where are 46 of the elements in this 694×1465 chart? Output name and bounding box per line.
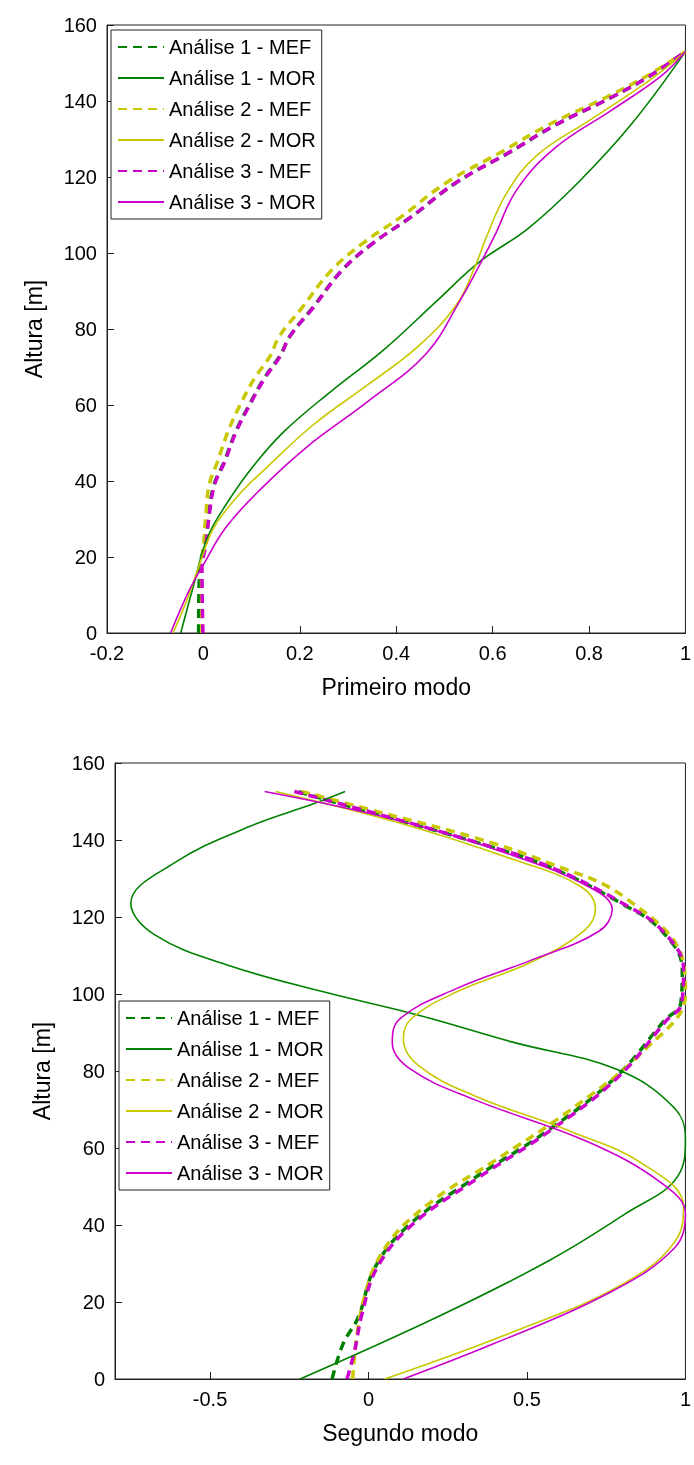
y-tick-label: 60 xyxy=(82,1137,105,1159)
x-tick-label: -0.2 xyxy=(89,642,125,664)
legend-label: Análise 2 - MEF xyxy=(169,98,312,120)
y-tick-label: 80 xyxy=(74,318,97,340)
y-tick-label: 140 xyxy=(71,829,105,851)
y-tick-label: 20 xyxy=(82,1291,105,1313)
y-tick-label: 0 xyxy=(85,622,97,644)
y-tick-label: 160 xyxy=(71,752,105,774)
x-tick-label: 0.8 xyxy=(575,642,603,664)
legend-label: Análise 3 - MEF xyxy=(169,160,312,182)
legend-label: Análise 3 - MEF xyxy=(177,1131,320,1153)
y-tick-label: 140 xyxy=(63,90,97,112)
legend-label: Análise 2 - MEF xyxy=(177,1069,320,1091)
x-tick-label: 0.4 xyxy=(382,642,411,664)
y-tick-label: 160 xyxy=(63,14,97,36)
y-tick-label: 100 xyxy=(63,242,97,264)
x-tick-label: 0 xyxy=(362,1388,375,1410)
y-tick-label: 120 xyxy=(63,166,97,188)
x-tick-label: 0 xyxy=(197,642,209,664)
x-tick-label: 1 xyxy=(679,1388,691,1410)
x-tick-label: 0.5 xyxy=(513,1388,541,1410)
y-tick-label: 80 xyxy=(82,1060,105,1082)
legend-label: Análise 1 - MOR xyxy=(177,1038,324,1060)
x-tick-label: 0.2 xyxy=(285,642,314,664)
legend-label: Análise 1 - MEF xyxy=(169,36,312,58)
legend-label: Análise 2 - MOR xyxy=(177,1100,324,1122)
y-axis-title: Altura [m] xyxy=(20,279,47,379)
y-tick-label: 120 xyxy=(71,906,105,928)
x-axis-title: Segundo modo xyxy=(322,1419,479,1446)
x-tick-label: 1 xyxy=(679,642,691,664)
y-axis-title: Altura [m] xyxy=(28,1021,55,1121)
line-series xyxy=(130,790,687,1380)
legend-label: Análise 3 - MOR xyxy=(177,1162,324,1184)
x-axis-title: Primeiro modo xyxy=(321,673,471,700)
x-tick-label: -0.5 xyxy=(192,1388,228,1410)
legend-label: Análise 1 - MOR xyxy=(169,67,316,89)
legend-label: Análise 1 - MEF xyxy=(177,1007,320,1029)
y-tick-label: 60 xyxy=(74,394,97,416)
y-tick-label: 100 xyxy=(71,983,105,1005)
y-tick-label: 40 xyxy=(74,470,97,492)
legend-label: Análise 3 - MOR xyxy=(169,191,316,213)
y-tick-label: 40 xyxy=(82,1214,105,1236)
y-tick-label: 0 xyxy=(93,1368,105,1390)
x-tick-label: 0.6 xyxy=(478,642,507,664)
legend-label: Análise 2 - MOR xyxy=(169,129,316,151)
y-tick-label: 20 xyxy=(74,546,97,568)
